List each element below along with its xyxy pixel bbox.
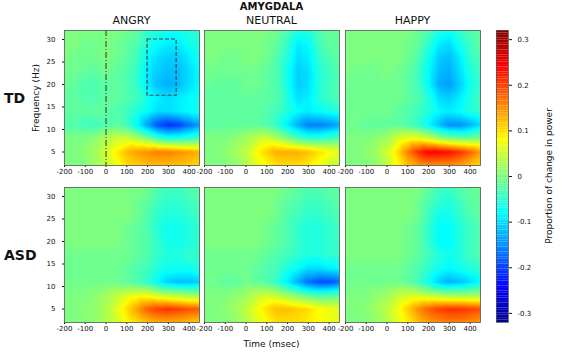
- svg-text:0.1: 0.1: [518, 127, 529, 135]
- html-text:AMYGDALA: AMYGDALA: [239, 1, 304, 12]
- svg-text:-100: -100: [77, 168, 93, 176]
- html-text:HAPPY: HAPPY: [394, 14, 431, 27]
- svg-text:20: 20: [47, 238, 56, 246]
- svg-text:0: 0: [385, 168, 389, 176]
- svg-text:30: 30: [47, 193, 56, 201]
- html-text:NEUTRAL: NEUTRAL: [246, 14, 297, 27]
- svg-text:5: 5: [51, 148, 55, 156]
- svg-text:-200: -200: [338, 325, 354, 333]
- svg-text:-100: -100: [217, 325, 233, 333]
- svg-text:100: 100: [401, 168, 414, 176]
- svg-text:200: 200: [141, 168, 154, 176]
- svg-text:200: 200: [422, 325, 435, 333]
- svg-text:300: 300: [302, 325, 315, 333]
- svg-text:400: 400: [322, 325, 335, 333]
- svg-text:300: 300: [162, 168, 175, 176]
- svg-text:-200: -200: [57, 168, 73, 176]
- svg-text:15: 15: [47, 103, 56, 111]
- html-text:TD: TD: [4, 89, 26, 106]
- svg-text:25: 25: [47, 215, 56, 223]
- svg-text:-200: -200: [338, 168, 354, 176]
- svg-text:0: 0: [385, 325, 389, 333]
- html-text:Frequency (Hz): Frequency (Hz): [31, 63, 41, 132]
- svg-text:400: 400: [463, 168, 476, 176]
- svg-text:-200: -200: [57, 325, 73, 333]
- svg-text:0.3: 0.3: [518, 36, 529, 44]
- svg-text:100: 100: [260, 325, 273, 333]
- svg-text:5: 5: [51, 305, 55, 313]
- svg-text:300: 300: [443, 168, 456, 176]
- svg-text:20: 20: [47, 81, 56, 89]
- svg-text:200: 200: [281, 325, 294, 333]
- svg-text:-100: -100: [77, 325, 93, 333]
- svg-text:200: 200: [422, 168, 435, 176]
- svg-text:15: 15: [47, 260, 56, 268]
- svg-text:100: 100: [120, 168, 133, 176]
- svg-text:10: 10: [47, 126, 56, 134]
- svg-text:200: 200: [141, 325, 154, 333]
- svg-text:-0.1: -0.1: [518, 218, 532, 226]
- svg-text:300: 300: [443, 325, 456, 333]
- html-text:Proportion of change in power: Proportion of change in power: [544, 108, 554, 244]
- svg-text:400: 400: [182, 325, 195, 333]
- svg-text:0.2: 0.2: [518, 81, 529, 89]
- svg-text:25: 25: [47, 58, 56, 66]
- svg-text:30: 30: [47, 36, 56, 44]
- svg-text:100: 100: [260, 168, 273, 176]
- svg-text:200: 200: [281, 168, 294, 176]
- svg-text:400: 400: [322, 168, 335, 176]
- html-text:ASD: ASD: [4, 246, 37, 263]
- html-text:ANGRY: ANGRY: [112, 14, 151, 27]
- svg-text:0: 0: [104, 168, 108, 176]
- svg-text:300: 300: [162, 325, 175, 333]
- svg-text:100: 100: [401, 325, 414, 333]
- svg-text:400: 400: [463, 325, 476, 333]
- svg-text:400: 400: [182, 168, 195, 176]
- svg-text:-100: -100: [358, 168, 374, 176]
- svg-text:0: 0: [244, 325, 248, 333]
- html-text:Time (msec): Time (msec): [243, 339, 300, 349]
- svg-text:0: 0: [518, 173, 522, 181]
- svg-text:-200: -200: [197, 168, 213, 176]
- svg-text:-100: -100: [217, 168, 233, 176]
- svg-text:-200: -200: [197, 325, 213, 333]
- svg-text:-0.2: -0.2: [518, 264, 532, 272]
- svg-text:0: 0: [104, 325, 108, 333]
- svg-text:300: 300: [302, 168, 315, 176]
- svg-text:100: 100: [120, 325, 133, 333]
- svg-text:-0.3: -0.3: [518, 310, 532, 318]
- svg-text:10: 10: [47, 283, 56, 291]
- svg-text:-100: -100: [358, 325, 374, 333]
- svg-text:0: 0: [244, 168, 248, 176]
